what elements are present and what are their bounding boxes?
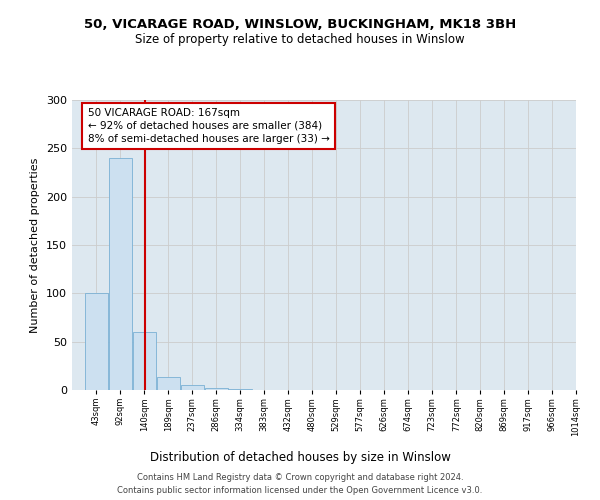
Text: Size of property relative to detached houses in Winslow: Size of property relative to detached ho… [135, 32, 465, 46]
Bar [133, 332, 155, 390]
Bar [205, 388, 228, 390]
Y-axis label: Number of detached properties: Number of detached properties [31, 158, 40, 332]
Bar [85, 294, 108, 390]
Text: Contains HM Land Registry data © Crown copyright and database right 2024.
Contai: Contains HM Land Registry data © Crown c… [118, 474, 482, 495]
Bar [109, 158, 132, 390]
Text: 50 VICARAGE ROAD: 167sqm
← 92% of detached houses are smaller (384)
8% of semi-d: 50 VICARAGE ROAD: 167sqm ← 92% of detach… [88, 108, 329, 144]
Bar [157, 378, 180, 390]
Bar [229, 389, 251, 390]
Text: Distribution of detached houses by size in Winslow: Distribution of detached houses by size … [149, 451, 451, 464]
Text: 50, VICARAGE ROAD, WINSLOW, BUCKINGHAM, MK18 3BH: 50, VICARAGE ROAD, WINSLOW, BUCKINGHAM, … [84, 18, 516, 30]
Bar [181, 385, 203, 390]
